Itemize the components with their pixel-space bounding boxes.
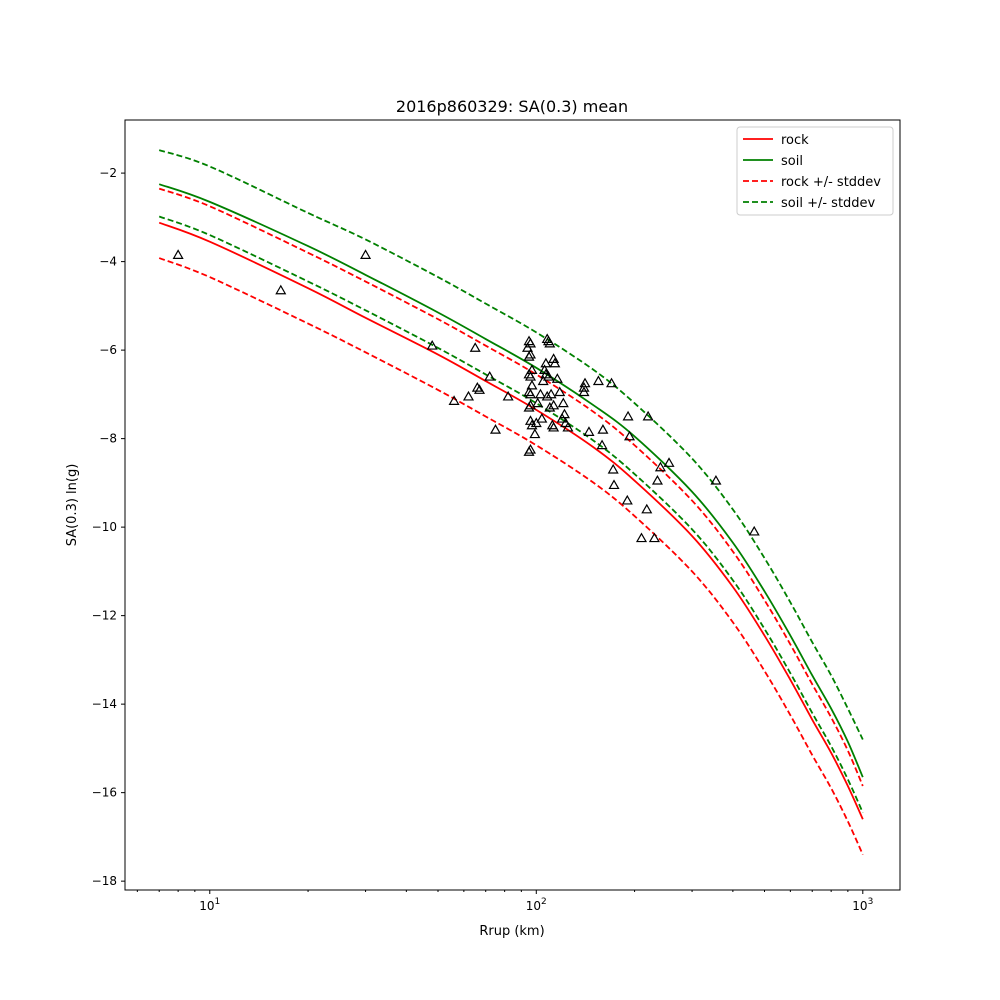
observation-point-76	[663, 457, 675, 467]
observation-point-48	[548, 421, 560, 432]
observation-point-22	[524, 388, 537, 399]
legend: rock soil rock +/- stddev soil +/- stddev	[736, 126, 894, 216]
observation-point-49	[549, 357, 561, 368]
observation-point-31	[532, 397, 544, 408]
observation-markers	[172, 249, 760, 543]
observation-point-51	[554, 386, 566, 397]
observation-point-65	[607, 463, 619, 474]
observation-point-11	[502, 390, 514, 401]
x-tick-label: 101	[199, 897, 220, 913]
y-axis-label: SA(0.3) ln(g)	[65, 464, 80, 547]
axis-ticks: −18 −16 −14 −12 −10 −8 −6 −4 −2 101 102 103	[92, 166, 874, 913]
observation-point-44	[545, 388, 557, 399]
observation-point-19	[524, 337, 537, 348]
legend-label: rock +/- stddev	[781, 175, 881, 190]
chart-title: 2016p860329: SA(0.3) mean	[396, 97, 628, 116]
x-tick-label: 103	[852, 897, 873, 913]
legend-box	[736, 126, 894, 216]
observation-point-25	[524, 443, 537, 454]
series-line-1	[158, 183, 864, 778]
observation-point-3	[426, 339, 438, 350]
observation-point-26	[526, 364, 538, 375]
observation-point-1	[275, 284, 287, 295]
observation-point-29	[529, 428, 541, 439]
observation-point-58	[578, 386, 590, 397]
observation-point-68	[622, 410, 634, 421]
y-tick-label: −6	[99, 343, 117, 357]
observation-point-6	[469, 342, 481, 352]
observation-point-47	[548, 353, 560, 363]
y-tick-label: −14	[92, 697, 117, 711]
y-tick-label: −12	[92, 609, 117, 623]
observation-point-5	[462, 390, 475, 401]
observation-point-70	[635, 532, 648, 543]
y-tick-label: −18	[92, 874, 117, 888]
observation-point-66	[608, 479, 620, 490]
legend-label: soil	[781, 154, 803, 169]
y-tick-label: −8	[99, 432, 117, 446]
observation-point-20	[524, 348, 537, 359]
observation-point-50	[551, 373, 563, 383]
observation-point-62	[596, 439, 608, 450]
observation-point-8	[473, 384, 486, 394]
observation-point-2	[360, 249, 372, 259]
observation-point-32	[534, 388, 547, 399]
observation-point-28	[526, 419, 538, 430]
observation-point-46	[548, 399, 560, 410]
observation-point-9	[484, 370, 496, 381]
observation-point-69	[623, 430, 636, 441]
y-tick-label: −10	[92, 520, 117, 534]
y-tick-label: −2	[99, 166, 117, 180]
observation-point-54	[558, 408, 571, 419]
observation-point-21	[524, 370, 537, 381]
observation-point-72	[642, 410, 654, 421]
observation-point-77	[710, 474, 722, 485]
observation-point-4	[448, 395, 460, 405]
observation-point-63	[597, 424, 609, 434]
plot-frame	[124, 119, 901, 891]
series-line-0	[158, 221, 864, 820]
series-line-5	[158, 215, 864, 813]
legend-label: rock	[781, 133, 809, 148]
x-axis-label: Rrup (km)	[479, 924, 544, 939]
series-line-4	[158, 149, 864, 740]
observation-point-23	[524, 399, 537, 410]
observation-point-36	[540, 357, 552, 368]
observation-point-59	[579, 377, 591, 388]
series-group	[158, 149, 864, 855]
observation-point-78	[748, 525, 760, 536]
observation-point-71	[641, 503, 653, 514]
observation-point-41	[542, 370, 555, 381]
observation-point-39	[541, 390, 553, 401]
observation-point-42	[544, 337, 556, 348]
observation-point-43	[544, 401, 556, 412]
y-tick-label: −4	[99, 255, 117, 269]
observation-point-33	[536, 412, 548, 423]
observation-point-7	[471, 382, 483, 392]
observation-point-27	[526, 379, 538, 390]
observation-point-75	[654, 461, 666, 472]
observation-point-67	[621, 494, 633, 505]
observation-point-53	[557, 397, 569, 408]
y-tick-label: −16	[92, 786, 117, 800]
observation-point-60	[583, 426, 595, 436]
observation-point-73	[648, 532, 660, 543]
plot-area	[158, 149, 864, 855]
observation-point-10	[489, 424, 502, 434]
observation-point-0	[172, 249, 184, 259]
legend-label: soil +/- stddev	[781, 196, 876, 211]
observation-point-64	[605, 377, 618, 388]
observation-point-61	[592, 375, 604, 386]
series-line-3	[158, 257, 864, 855]
observation-point-56	[562, 421, 574, 432]
observation-point-74	[651, 474, 663, 485]
x-tick-label: 102	[526, 897, 547, 913]
